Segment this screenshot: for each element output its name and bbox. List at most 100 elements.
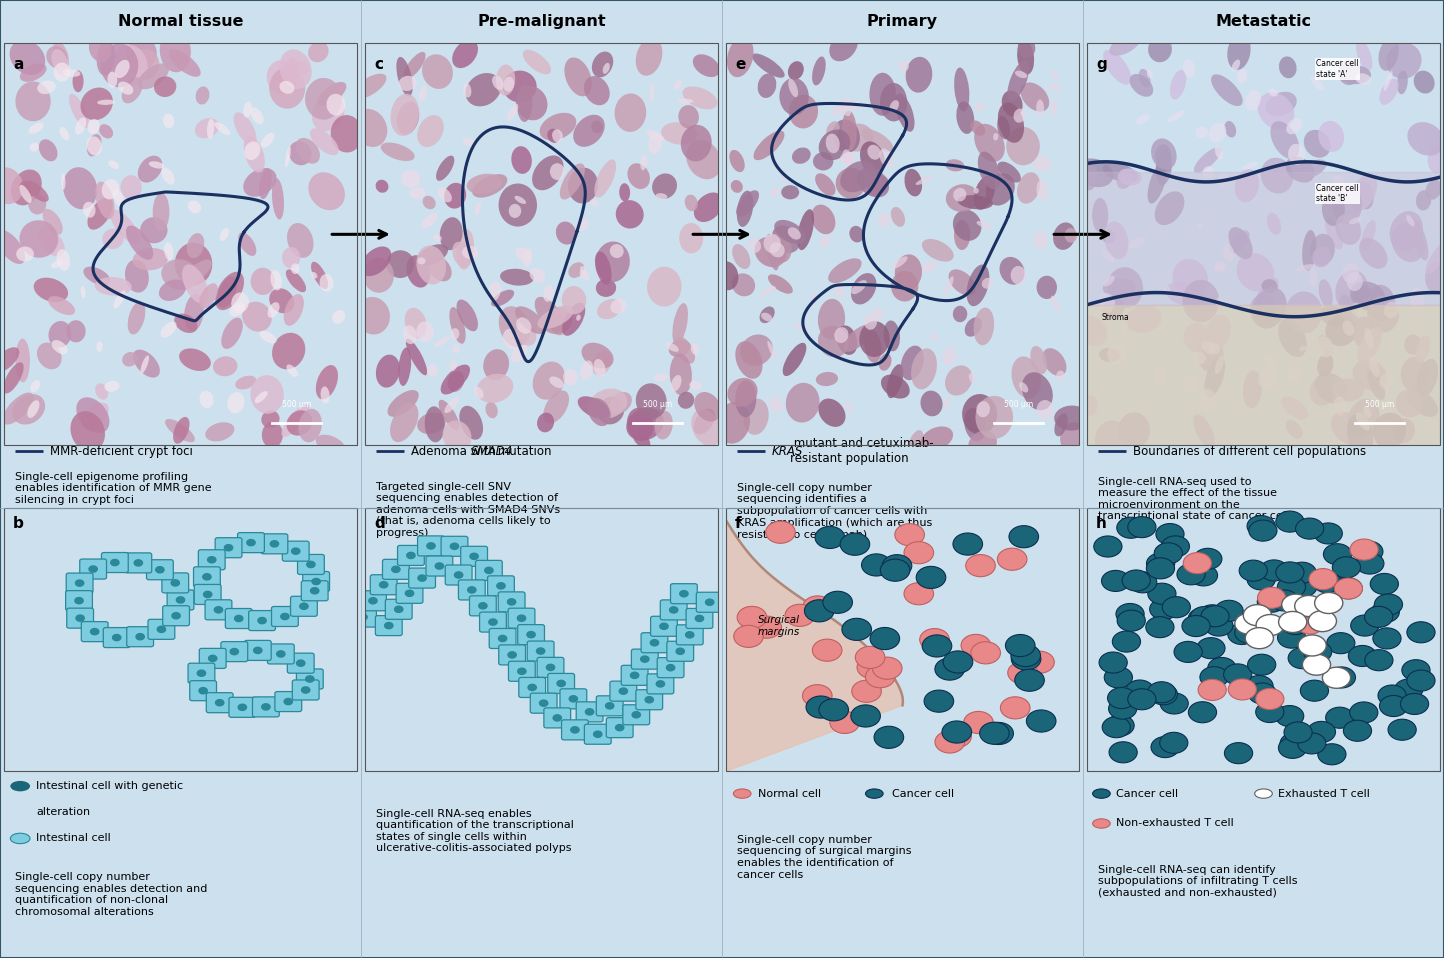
FancyBboxPatch shape (261, 534, 287, 554)
Ellipse shape (1336, 270, 1369, 311)
Ellipse shape (973, 175, 995, 210)
Circle shape (1108, 688, 1136, 709)
Ellipse shape (449, 360, 458, 372)
Circle shape (508, 651, 517, 658)
Circle shape (469, 553, 478, 559)
Circle shape (417, 575, 426, 582)
Circle shape (1406, 670, 1435, 691)
Text: KRAS: KRAS (773, 445, 803, 458)
Ellipse shape (829, 259, 862, 283)
Ellipse shape (1349, 217, 1363, 224)
Ellipse shape (283, 57, 299, 90)
Circle shape (172, 612, 180, 619)
FancyBboxPatch shape (641, 632, 669, 652)
Ellipse shape (1201, 341, 1216, 354)
FancyBboxPatch shape (383, 559, 409, 580)
FancyBboxPatch shape (397, 545, 425, 565)
Circle shape (1395, 679, 1422, 700)
Ellipse shape (1367, 370, 1385, 400)
FancyBboxPatch shape (544, 708, 570, 728)
Circle shape (855, 647, 885, 669)
Ellipse shape (1317, 354, 1333, 376)
Circle shape (786, 604, 814, 627)
Ellipse shape (165, 242, 173, 261)
Text: Non-exhausted T cell: Non-exhausted T cell (1116, 818, 1233, 829)
Ellipse shape (1383, 302, 1399, 318)
Circle shape (941, 725, 972, 747)
Ellipse shape (442, 421, 471, 452)
Circle shape (406, 590, 413, 597)
Ellipse shape (417, 115, 443, 148)
Ellipse shape (1227, 34, 1251, 70)
FancyBboxPatch shape (440, 536, 468, 557)
Ellipse shape (1428, 145, 1444, 173)
Ellipse shape (1193, 415, 1214, 448)
Ellipse shape (943, 348, 956, 365)
Ellipse shape (946, 184, 979, 212)
FancyBboxPatch shape (498, 645, 526, 665)
Circle shape (529, 684, 536, 691)
Ellipse shape (52, 49, 69, 76)
Circle shape (136, 633, 144, 640)
Ellipse shape (326, 94, 345, 116)
Bar (1087, 508, 1440, 771)
Circle shape (1093, 536, 1122, 557)
Circle shape (632, 712, 640, 718)
Ellipse shape (982, 278, 993, 288)
Ellipse shape (758, 74, 777, 98)
Ellipse shape (736, 191, 754, 227)
Circle shape (1258, 591, 1285, 612)
Ellipse shape (755, 237, 787, 267)
Ellipse shape (1095, 421, 1129, 461)
Ellipse shape (826, 133, 840, 153)
Ellipse shape (503, 329, 518, 350)
Circle shape (380, 582, 388, 588)
Ellipse shape (271, 332, 305, 370)
Circle shape (468, 587, 477, 593)
Circle shape (1248, 515, 1275, 536)
Circle shape (391, 566, 400, 573)
Ellipse shape (517, 84, 533, 122)
Ellipse shape (321, 386, 329, 403)
Circle shape (904, 541, 934, 563)
Ellipse shape (511, 345, 527, 362)
Circle shape (435, 563, 443, 569)
Ellipse shape (492, 76, 504, 90)
Circle shape (306, 676, 313, 682)
Ellipse shape (1339, 59, 1360, 85)
Circle shape (998, 548, 1027, 570)
Ellipse shape (1288, 365, 1301, 381)
Ellipse shape (3, 393, 33, 424)
Text: Intestinal cell with genetic: Intestinal cell with genetic (36, 781, 183, 791)
Ellipse shape (271, 178, 284, 219)
Circle shape (1275, 705, 1304, 726)
Ellipse shape (244, 142, 260, 160)
Ellipse shape (1392, 419, 1415, 444)
Circle shape (1128, 516, 1157, 537)
Ellipse shape (679, 223, 703, 254)
Ellipse shape (619, 183, 630, 201)
FancyBboxPatch shape (189, 681, 217, 700)
Ellipse shape (1425, 240, 1444, 274)
FancyBboxPatch shape (527, 641, 554, 661)
Ellipse shape (113, 189, 124, 207)
Ellipse shape (1128, 237, 1145, 249)
FancyBboxPatch shape (198, 550, 225, 570)
Ellipse shape (562, 286, 586, 314)
Ellipse shape (1216, 297, 1225, 308)
FancyBboxPatch shape (490, 628, 516, 649)
FancyBboxPatch shape (274, 692, 302, 712)
Circle shape (865, 789, 884, 798)
Ellipse shape (1037, 276, 1057, 299)
Ellipse shape (108, 160, 118, 169)
Circle shape (1154, 543, 1183, 564)
Circle shape (920, 628, 949, 650)
Ellipse shape (793, 323, 810, 331)
Ellipse shape (627, 408, 654, 441)
Ellipse shape (684, 194, 697, 211)
Ellipse shape (920, 391, 943, 417)
Circle shape (585, 709, 593, 715)
Ellipse shape (71, 411, 105, 451)
Circle shape (660, 624, 669, 629)
Ellipse shape (956, 102, 975, 134)
